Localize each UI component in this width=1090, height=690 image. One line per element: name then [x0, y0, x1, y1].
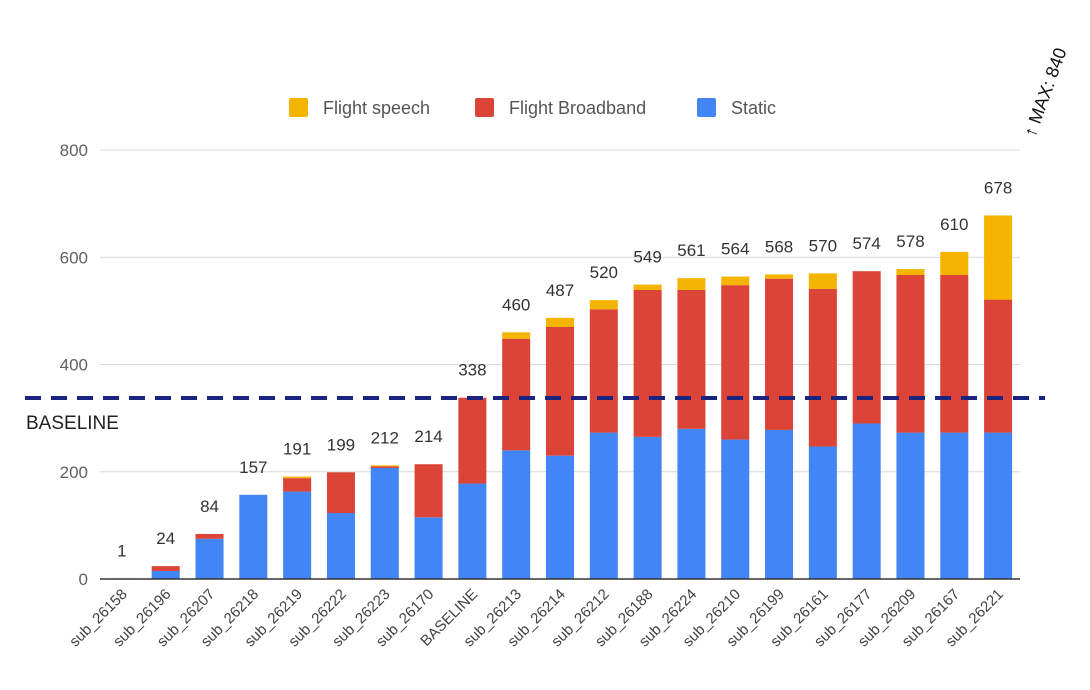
bar-segment-flight-speech — [502, 332, 531, 339]
y-tick-label: 600 — [60, 248, 88, 267]
bar-total-label: 191 — [283, 440, 311, 459]
bar-total-label: 561 — [677, 241, 705, 260]
bar-segment-flight-speech — [283, 476, 312, 479]
bar-total-label: 678 — [984, 178, 1012, 197]
max-annotation: ↑ MAX: 840 — [1020, 45, 1071, 139]
legend-item: Static — [697, 98, 776, 118]
bar-segment-flight-broadband — [721, 285, 750, 440]
bar-segment-flight-broadband — [808, 288, 837, 447]
legend-item: Flight speech — [289, 98, 430, 118]
bar-total-label: 214 — [414, 427, 442, 446]
bar-segment-static — [984, 432, 1013, 579]
bar-segment-flight-broadband — [370, 466, 399, 468]
bar-total-label: 338 — [458, 361, 486, 380]
bar-total-labels: 1 24 84 157 191 199 212 214 338 460 487 520 549 561 56… — [117, 178, 1012, 560]
bar-segment-flight-speech — [545, 317, 575, 327]
bar-total-label: 564 — [721, 240, 749, 259]
legend-label: Flight speech — [323, 98, 430, 118]
bar-total-label: 568 — [765, 237, 793, 256]
bar-total-label: 520 — [590, 263, 618, 282]
bar-segment-flight-speech — [765, 274, 794, 279]
bar-segment-flight-broadband — [326, 472, 355, 514]
bar-segment-static — [677, 428, 706, 579]
legend-swatch — [289, 98, 308, 117]
bar-segment-static — [808, 446, 837, 579]
bar-total-label: 578 — [896, 232, 924, 251]
bar-segment-flight-speech — [896, 269, 925, 275]
legend: Flight speech Flight Broadband Static — [289, 98, 776, 118]
bar-segment-flight-speech — [984, 215, 1013, 300]
y-tick-label: 400 — [60, 356, 88, 375]
bar-segment-flight-speech — [677, 278, 706, 290]
bar-segment-flight-broadband — [283, 478, 312, 492]
bar-total-label: 84 — [200, 497, 219, 516]
bar-total-label: 610 — [940, 215, 968, 234]
bar-segment-flight-broadband — [195, 533, 224, 539]
bar-total-label: 570 — [809, 236, 837, 255]
bar-segment-flight-broadband — [458, 397, 487, 484]
bar-segment-static — [545, 455, 575, 579]
bar-segment-flight-broadband — [414, 464, 443, 518]
bar-segment-static — [239, 494, 268, 579]
bar-segment-flight-speech — [633, 284, 662, 290]
bar-segment-flight-speech — [808, 273, 837, 289]
bar-segment-static — [852, 423, 881, 579]
bar-total-label: 199 — [327, 435, 355, 454]
legend-swatch — [475, 98, 494, 117]
bar-segment-static — [765, 429, 794, 579]
bar-total-label: 487 — [546, 281, 574, 300]
bar-segment-static — [633, 436, 662, 579]
y-tick-label: 0 — [79, 570, 88, 589]
bar-segment-static — [283, 491, 312, 579]
bar-segment-static — [940, 432, 969, 579]
bar-segment-flight-broadband — [896, 274, 925, 433]
bar-segment-flight-broadband — [633, 289, 662, 437]
bar-total-label: 212 — [371, 428, 399, 447]
bar-segment-flight-speech — [370, 465, 399, 467]
y-tick-label: 800 — [60, 141, 88, 160]
bar-segment-flight-broadband — [151, 566, 180, 571]
bar-segment-flight-broadband — [852, 271, 881, 424]
bar-segment-static — [195, 538, 224, 579]
bar-segment-flight-broadband — [502, 338, 531, 451]
bar-total-label: 574 — [852, 234, 880, 253]
baseline-label: BASELINE — [26, 413, 119, 434]
bar-segment-flight-speech — [721, 276, 750, 286]
legend-label: Static — [731, 98, 776, 118]
bar-total-label: 1 — [117, 541, 126, 560]
bar-segment-static — [151, 570, 180, 579]
bar-segment-flight-broadband — [984, 299, 1013, 433]
bar-segment-flight-speech — [940, 251, 969, 275]
bar-total-label: 157 — [239, 458, 267, 477]
bar-segment-flight-broadband — [940, 274, 969, 433]
legend-swatch — [697, 98, 716, 117]
bar-segment-static — [502, 450, 531, 579]
x-axis-tick-labels: sub_26158sub_26196sub_26207sub_26218sub_… — [66, 586, 1007, 651]
bar-segment-static — [458, 483, 487, 579]
bar-total-label: 460 — [502, 295, 530, 314]
bar-segment-static — [414, 517, 443, 579]
bar-total-label: 24 — [156, 529, 175, 548]
bar-total-label: 549 — [633, 248, 661, 267]
bar-segment-flight-broadband — [677, 289, 706, 429]
legend-item: Flight Broadband — [475, 98, 646, 118]
bar-segment-flight-broadband — [765, 278, 794, 430]
bar-segment-flight-broadband — [589, 309, 618, 433]
y-tick-label: 200 — [60, 463, 88, 482]
bar-segment-static — [370, 467, 399, 579]
bar-segment-static — [326, 513, 355, 579]
bar-segment-static — [721, 439, 750, 579]
y-axis-tick-labels: 0 200 400 600 800 — [60, 141, 88, 589]
bar-segment-static — [589, 432, 618, 579]
bar-segment-static — [896, 432, 925, 579]
bar-segment-flight-broadband — [545, 326, 575, 456]
legend-label: Flight Broadband — [509, 98, 646, 118]
bar-segment-flight-speech — [589, 300, 618, 310]
